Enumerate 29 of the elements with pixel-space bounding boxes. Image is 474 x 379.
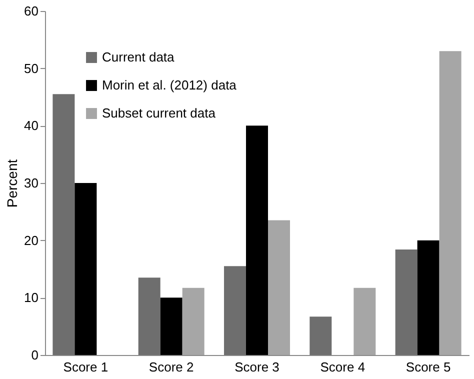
bar bbox=[417, 240, 440, 355]
y-tick-label: 10 bbox=[24, 290, 38, 306]
bar bbox=[138, 278, 160, 355]
bar bbox=[74, 183, 97, 355]
bar bbox=[160, 298, 182, 355]
bar bbox=[246, 126, 268, 355]
bar bbox=[439, 51, 462, 355]
x-tick-label: Score 5 bbox=[406, 360, 451, 374]
legend-label: Current data bbox=[102, 50, 176, 64]
bar bbox=[268, 220, 290, 355]
x-tick-label: Score 3 bbox=[234, 360, 280, 374]
bar bbox=[224, 266, 246, 355]
bar bbox=[354, 288, 376, 355]
y-tick-label: 60 bbox=[24, 4, 38, 18]
y-tick-label: 30 bbox=[24, 176, 38, 190]
bar bbox=[310, 316, 332, 355]
y-tick-label: 50 bbox=[24, 60, 38, 76]
y-tick-label: 0 bbox=[31, 348, 38, 362]
y-tick-label: 40 bbox=[24, 118, 38, 134]
legend-label: Subset current data bbox=[102, 106, 216, 120]
bar bbox=[182, 288, 204, 355]
x-tick-label: Score 2 bbox=[148, 360, 194, 374]
bar bbox=[395, 250, 418, 355]
legend-label: Morin et al. (2012) data bbox=[102, 78, 238, 92]
y-axis-title: Percent bbox=[4, 159, 20, 208]
x-tick-label: Score 1 bbox=[63, 360, 108, 374]
x-tick-label: Score 4 bbox=[320, 360, 366, 374]
bar bbox=[52, 94, 75, 355]
y-tick-label: 20 bbox=[24, 232, 38, 248]
